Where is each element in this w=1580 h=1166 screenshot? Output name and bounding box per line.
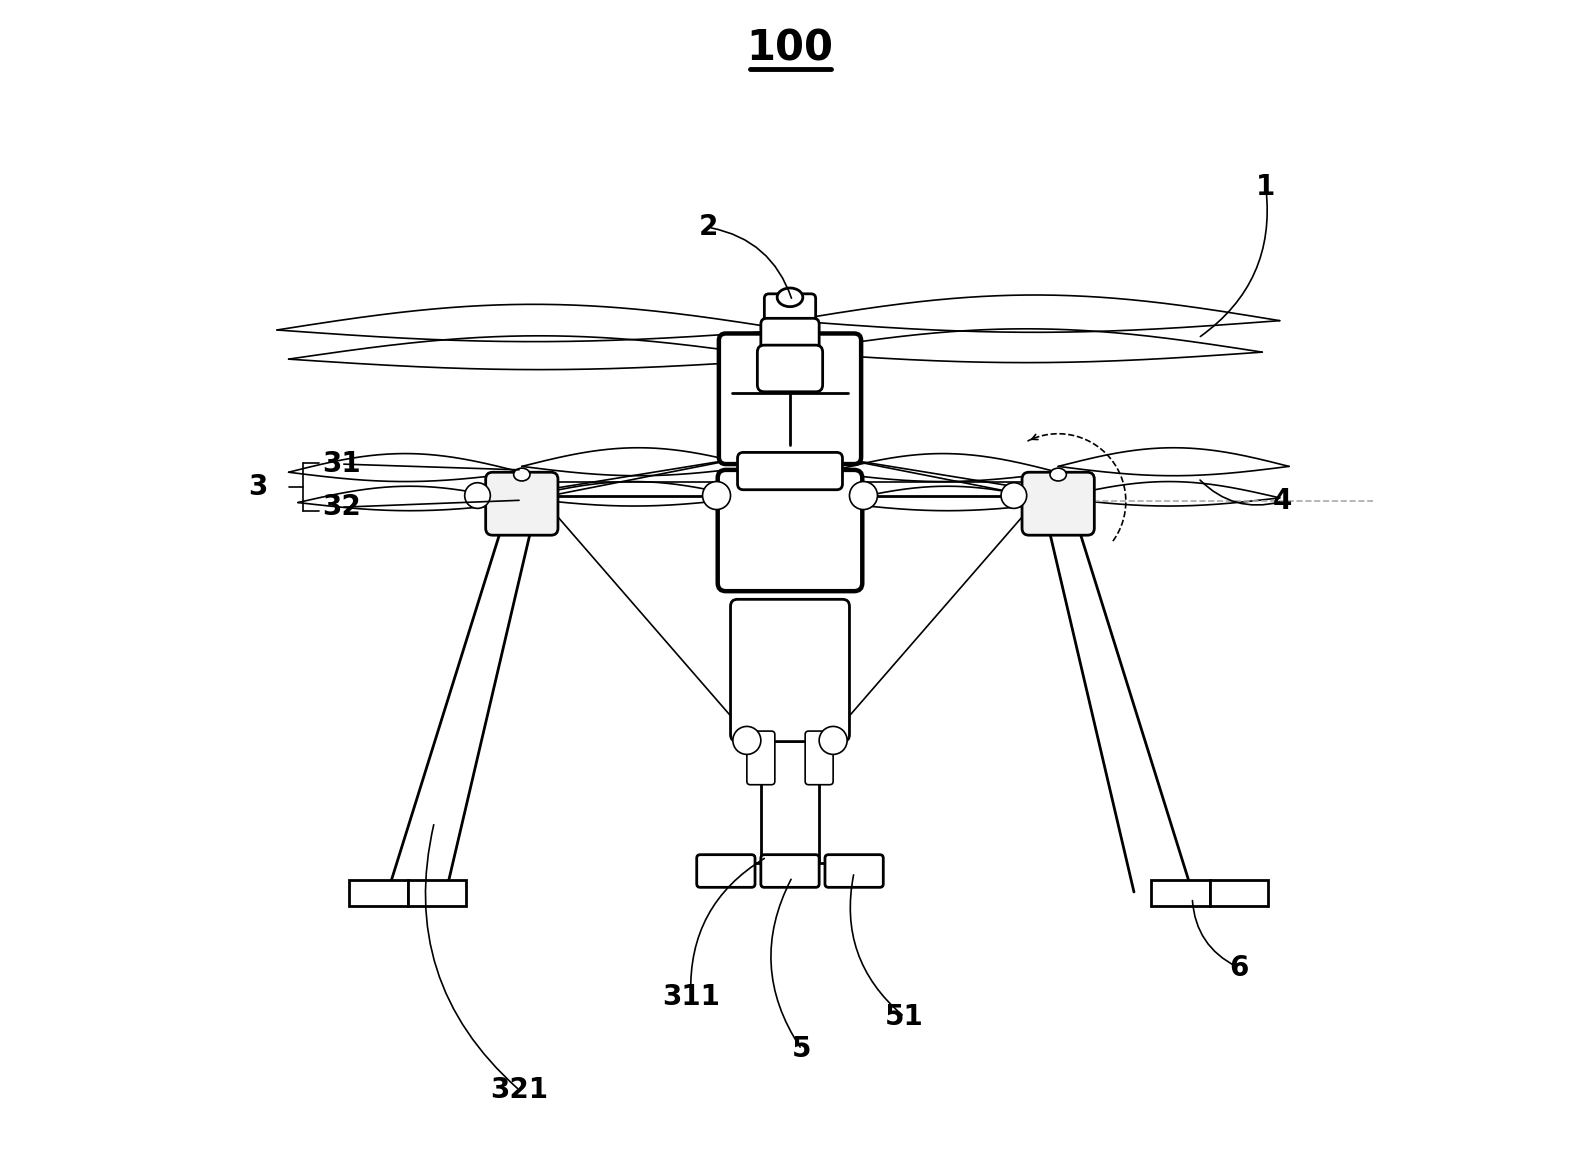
- Bar: [1152, 880, 1210, 906]
- Circle shape: [703, 482, 730, 510]
- FancyBboxPatch shape: [762, 855, 818, 887]
- Circle shape: [465, 483, 490, 508]
- FancyBboxPatch shape: [717, 470, 863, 591]
- FancyBboxPatch shape: [747, 731, 774, 785]
- Text: 100: 100: [746, 28, 834, 70]
- Text: 4: 4: [1272, 487, 1292, 515]
- FancyBboxPatch shape: [730, 599, 850, 742]
- FancyBboxPatch shape: [762, 318, 818, 358]
- FancyBboxPatch shape: [719, 333, 861, 464]
- Ellipse shape: [1051, 468, 1066, 480]
- FancyBboxPatch shape: [806, 731, 833, 785]
- FancyBboxPatch shape: [757, 345, 823, 392]
- Bar: [1210, 880, 1269, 906]
- Text: 1: 1: [1256, 173, 1275, 201]
- Text: 5: 5: [792, 1035, 812, 1063]
- Circle shape: [1002, 483, 1027, 508]
- Bar: [349, 880, 408, 906]
- Text: 32: 32: [322, 493, 360, 521]
- FancyBboxPatch shape: [697, 855, 755, 887]
- Text: 311: 311: [662, 983, 720, 1011]
- FancyBboxPatch shape: [765, 294, 815, 329]
- Circle shape: [818, 726, 847, 754]
- Circle shape: [850, 482, 877, 510]
- Text: 3: 3: [248, 472, 269, 501]
- FancyBboxPatch shape: [1022, 472, 1095, 535]
- Ellipse shape: [777, 288, 803, 307]
- Text: 321: 321: [490, 1076, 548, 1104]
- FancyBboxPatch shape: [738, 452, 842, 490]
- FancyBboxPatch shape: [485, 472, 558, 535]
- FancyBboxPatch shape: [825, 855, 883, 887]
- Bar: [408, 880, 466, 906]
- Text: 6: 6: [1229, 954, 1248, 982]
- Text: 31: 31: [322, 450, 360, 478]
- Circle shape: [733, 726, 762, 754]
- Ellipse shape: [514, 468, 529, 480]
- Text: 51: 51: [885, 1003, 924, 1031]
- Text: 2: 2: [698, 213, 717, 241]
